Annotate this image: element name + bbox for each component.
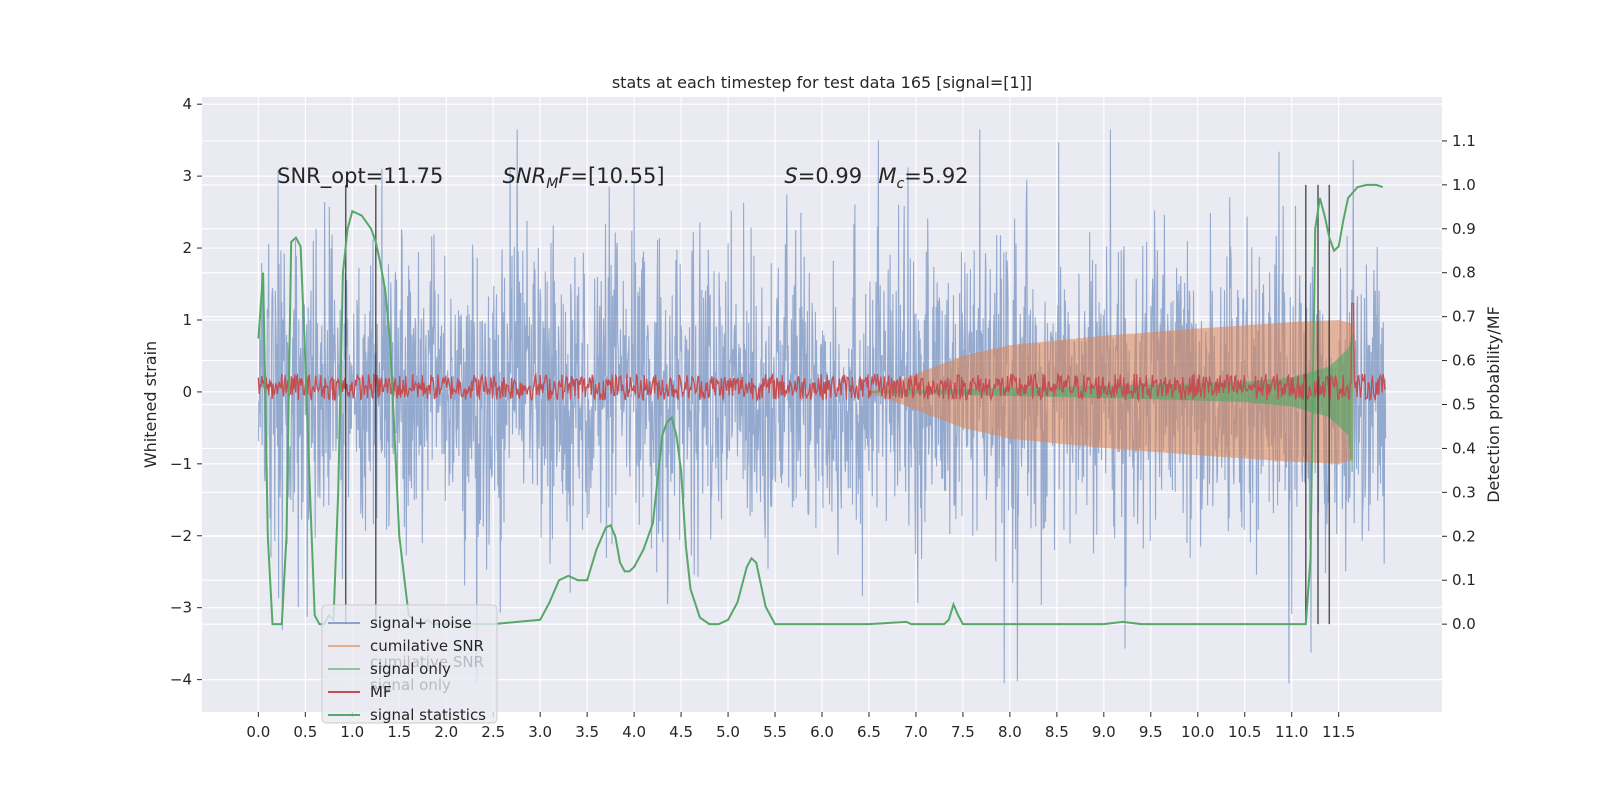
legend-label: signal+ noise [370,614,472,632]
x-tick-label: 10.5 [1228,723,1261,741]
legend-label: cumilative SNR [370,637,484,655]
x-tick-label: 5.0 [716,723,740,741]
series-mf-line [257,302,1387,403]
x-tick-label: 7.5 [951,723,975,741]
y-tick-label: −3 [170,599,192,617]
annotations: SNR_opt=11.75 SNRMF=[10.55] S=0.99 Mc=5.92 [277,164,968,192]
y-right-tick-label: 0.9 [1452,220,1476,238]
y-right-tick-label: 0.6 [1452,352,1476,370]
x-tick-label: 11.5 [1322,723,1355,741]
x-tick-label: 2.5 [481,723,505,741]
y-right-tick-label: 1.1 [1452,132,1476,150]
x-tick-label: 8.5 [1045,723,1069,741]
y-right-tick-label: 0.8 [1452,264,1476,282]
y-right-tick-label: 0.0 [1452,615,1476,633]
y-right-tick-label: 0.7 [1452,308,1476,326]
y-right-tick-label: 0.1 [1452,571,1476,589]
x-tick-label: 3.5 [575,723,599,741]
annotation-s: S=0.99 [784,164,862,188]
x-tick-label: 1.5 [387,723,411,741]
y-right-tick-label: 0.5 [1452,396,1476,414]
x-tick-label: 9.0 [1092,723,1116,741]
y-tick-label: −4 [170,671,192,689]
y-tick-label: 3 [182,167,192,185]
legend-ghost-label: signal only [370,676,451,694]
legend-label: MF [370,683,392,701]
plot-area [257,129,1387,684]
legend-label: signal statistics [370,706,486,724]
y-tick-label: 0 [182,383,192,401]
y-right-tick-label: 0.3 [1452,483,1476,501]
x-tick-label: 5.5 [763,723,787,741]
legend-label: signal only [370,660,451,678]
y-right-axis-label: Detection probability/MF [1484,306,1503,503]
x-tick-label: 0.0 [246,723,270,741]
annotation-snr-mf: SNRMF=[10.55] [503,164,665,192]
x-tick-label: 6.5 [857,723,881,741]
x-tick-label: 9.5 [1139,723,1163,741]
x-tick-label: 3.0 [528,723,552,741]
series-signal-statistics-line [257,183,1384,626]
y-right-tick-label: 0.4 [1452,439,1476,457]
x-tick-label: 10.0 [1181,723,1214,741]
x-tick-label: 4.0 [622,723,646,741]
y-tick-label: 2 [182,239,192,257]
y-tick-label: −1 [170,455,192,473]
x-tick-label: 2.0 [434,723,458,741]
x-tick-label: 1.0 [340,723,364,741]
x-tick-label: 0.5 [293,723,317,741]
y-tick-label: −2 [170,527,192,545]
x-tick-label: 7.0 [904,723,928,741]
y-axis-label: Whitened strain [141,341,160,468]
legend-ghost-label: cumilative SNR [370,653,484,671]
y-tick-label: 4 [182,95,192,113]
legend-box [321,604,498,724]
y-tick-label: 1 [182,311,192,329]
annotation-mc: Mc=5.92 [878,164,968,192]
ticks: 0.0 0.5 1.0 1.5 2.0 2.5 3.0 3.5 4.0 4.5 5.0 5.5 6.0 6… [170,95,1476,741]
series-cumulative-snr-line [868,319,1354,464]
y-right-tick-label: 1.0 [1452,176,1476,194]
x-tick-label: 6.0 [810,723,834,741]
annotation-snr-opt: SNR_opt=11.75 [277,164,443,189]
x-tick-label: 8.0 [998,723,1022,741]
chart-title: stats at each timestep for test data 165… [612,73,1032,92]
x-tick-label: 11.0 [1275,723,1308,741]
x-tick-label: 4.5 [669,723,693,741]
y-right-tick-label: 0.2 [1452,527,1476,545]
